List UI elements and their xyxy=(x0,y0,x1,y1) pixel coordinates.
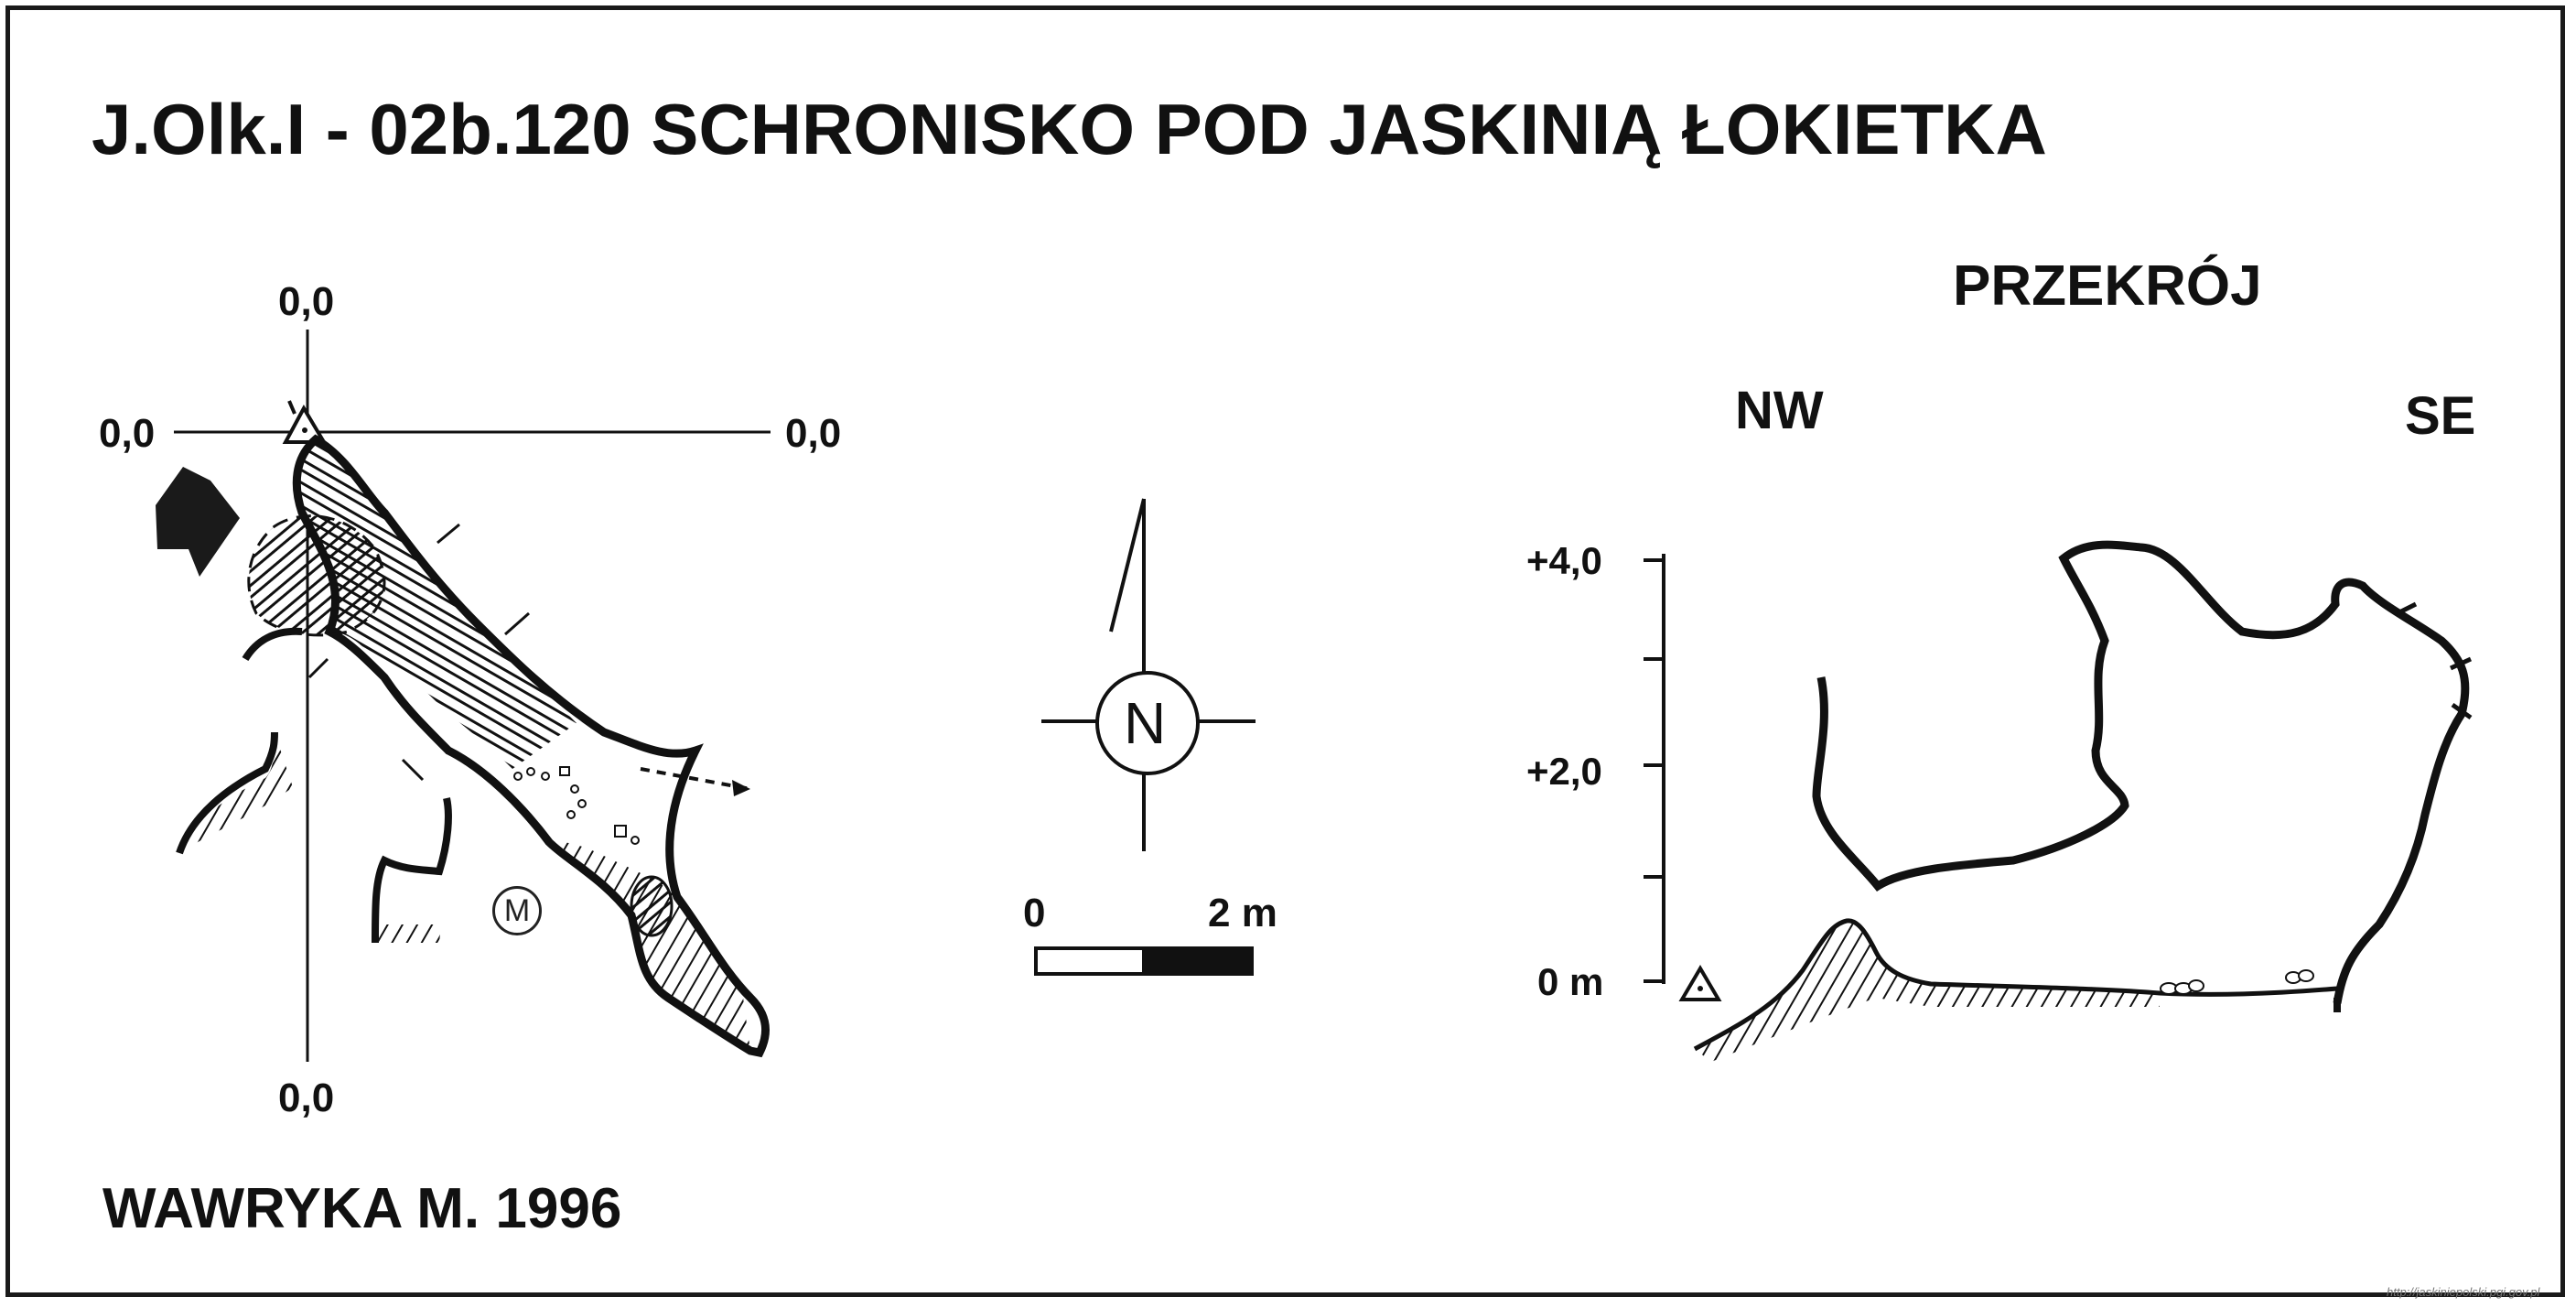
author-credit: WAWRYKA M. 1996 xyxy=(102,1177,622,1240)
section-direction-se: SE xyxy=(2405,386,2476,446)
map-frame xyxy=(5,5,2565,1297)
map-title: J.Olk.I - 02b.120 SCHRONISKO POD JASKINI… xyxy=(92,89,2047,169)
side-chamber-middle xyxy=(372,797,452,944)
section-direction-nw: NW xyxy=(1735,381,1824,440)
side-chamber-left xyxy=(176,731,293,855)
elevation-label-mid: +2,0 xyxy=(1526,750,1602,793)
scale-end-label: 2 m xyxy=(1208,891,1277,935)
entrance-arrow-icon xyxy=(156,467,240,577)
elevation-label-top: +4,0 xyxy=(1526,539,1602,582)
elevation-label-zero: 0 m xyxy=(1537,960,1604,1003)
cave-plan-outline xyxy=(242,434,771,1058)
section-title: PRZEKRÓJ xyxy=(1953,254,2262,318)
marker-m-label: M xyxy=(492,886,542,935)
footer-url: http://jaskiniepolski.pgi.gov.pl xyxy=(2387,1285,2540,1299)
cave-section-outline xyxy=(1693,540,2473,1062)
plan-coordinate-left: 0,0 xyxy=(99,411,156,456)
entrance-triangle-icon xyxy=(282,404,328,444)
elevation-scale xyxy=(1644,554,1665,984)
north-compass xyxy=(1041,498,1256,851)
plan-coordinate-bottom: 0,0 xyxy=(278,1076,335,1120)
elevation-datum-triangle-icon xyxy=(1678,965,1722,1001)
compass-north-label: N xyxy=(1124,690,1167,756)
plan-coordinate-right: 0,0 xyxy=(785,411,842,456)
scale-bar xyxy=(1034,946,1254,976)
scale-start-label: 0 xyxy=(1023,891,1046,935)
plan-coordinate-top: 0,0 xyxy=(278,279,335,324)
